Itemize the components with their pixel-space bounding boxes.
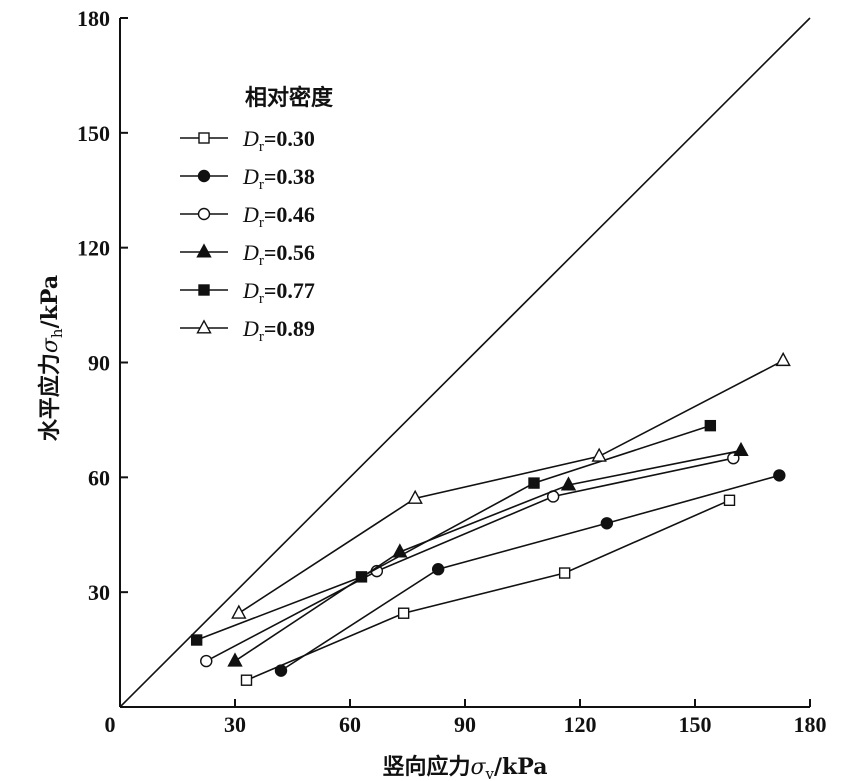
x-tick-label: 120 xyxy=(564,712,597,737)
data-point xyxy=(773,469,786,482)
legend-item: Dr=0.30 xyxy=(180,126,315,155)
x-tick-label: 180 xyxy=(794,712,827,737)
legend-label: Dr=0.30 xyxy=(242,126,315,155)
series-3 xyxy=(200,451,740,668)
series-line xyxy=(280,474,780,672)
legend-label: Dr=0.46 xyxy=(242,202,315,231)
data-point xyxy=(775,351,791,367)
x-tick-label: 150 xyxy=(679,712,712,737)
y-axis-title: 水平应力σh/kPa xyxy=(37,275,66,441)
x-tick-label: 0 xyxy=(105,712,116,737)
y-tick-label: 90 xyxy=(88,351,110,376)
series-line xyxy=(234,449,742,662)
x-tick-label: 60 xyxy=(339,712,361,737)
legend-marker xyxy=(197,169,211,183)
series-1 xyxy=(240,494,736,686)
data-point xyxy=(227,652,243,667)
data-point xyxy=(240,674,253,686)
data-point xyxy=(397,607,410,619)
legend-marker xyxy=(198,284,210,296)
data-point xyxy=(723,494,736,506)
legend-label: Dr=0.38 xyxy=(242,164,315,193)
legend-item: Dr=0.38 xyxy=(180,164,315,193)
reference-line xyxy=(119,17,811,708)
series-line xyxy=(246,499,730,681)
series-4 xyxy=(227,441,749,667)
y-tick-label: 180 xyxy=(77,6,110,31)
data-point xyxy=(528,477,540,489)
data-point xyxy=(190,634,203,646)
series-line xyxy=(238,359,784,614)
series-2 xyxy=(274,469,786,677)
data-point xyxy=(558,567,571,579)
legend-marker xyxy=(196,243,212,258)
data-point xyxy=(600,517,614,530)
data-point xyxy=(591,447,607,462)
legend-label: Dr=0.77 xyxy=(242,278,315,307)
x-tick-label: 30 xyxy=(224,712,246,737)
data-point xyxy=(560,476,577,491)
x-tick-label: 90 xyxy=(454,712,476,737)
data-point xyxy=(431,563,445,576)
legend-title: 相对密度 xyxy=(245,85,334,111)
x-axis-title: 竖向应力σv/kPa xyxy=(382,754,547,781)
axes: 0 30 60 90 120 150 180 30 60 90 120 150 180 xyxy=(77,6,827,737)
legend-marker xyxy=(196,319,212,334)
data-point xyxy=(733,441,749,457)
series-line xyxy=(205,457,734,662)
legend-marker xyxy=(197,207,211,221)
legend: 相对密度 Dr=0.30 Dr=0.38 Dr=0.46 Dr=0.56 Dr=0.77… xyxy=(180,85,334,345)
legend-label: Dr=0.56 xyxy=(242,240,315,269)
data-point xyxy=(355,571,368,583)
series-6 xyxy=(231,351,791,619)
y-tick-label: 60 xyxy=(88,465,110,490)
legend-item: Dr=0.56 xyxy=(180,240,315,269)
plot-area xyxy=(119,17,811,708)
data-point xyxy=(231,604,247,619)
legend-label: Dr=0.89 xyxy=(242,316,315,345)
data-point xyxy=(407,489,423,504)
data-point xyxy=(274,664,288,677)
legend-item: Dr=0.46 xyxy=(180,202,315,231)
y-tick-label: 150 xyxy=(77,121,110,146)
data-point xyxy=(200,654,213,668)
y-tick-label: 120 xyxy=(77,236,110,261)
series-5 xyxy=(190,419,717,646)
legend-item: Dr=0.89 xyxy=(180,316,315,345)
data-point xyxy=(704,419,717,432)
series-line xyxy=(196,424,711,641)
y-tick-label: 30 xyxy=(88,580,110,605)
legend-item: Dr=0.77 xyxy=(180,278,315,307)
legend-marker xyxy=(198,132,210,144)
